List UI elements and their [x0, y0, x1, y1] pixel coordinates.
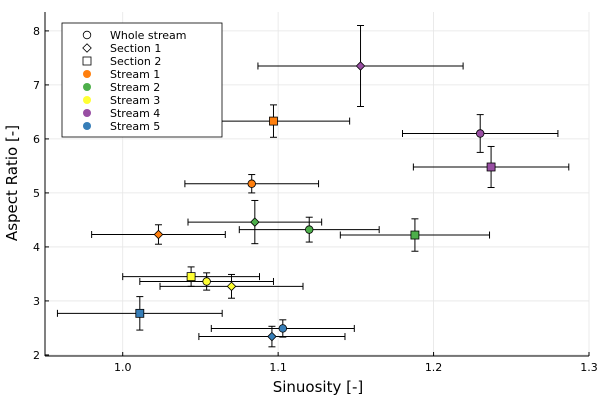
data-point-square	[486, 162, 496, 172]
data-point-square	[410, 230, 420, 240]
series-stream-4	[257, 25, 570, 189]
y-tick-label: 2	[33, 349, 40, 362]
y-axis-title: Aspect Ratio [-]	[3, 125, 21, 241]
data-point-diamond	[226, 281, 237, 292]
legend-marker-color	[83, 122, 91, 130]
legend-marker-color	[83, 70, 91, 78]
data-point-circle	[247, 179, 256, 188]
legend-label: Stream 3	[110, 94, 160, 107]
y-tick-label: 5	[33, 187, 40, 200]
legend-marker-circle	[82, 30, 92, 40]
legend-label: Stream 2	[110, 81, 160, 94]
x-tick-label: 1.2	[425, 361, 443, 374]
y-tick-label: 8	[33, 25, 40, 38]
data-point-diamond	[355, 61, 366, 71]
legend-label: Section 2	[110, 55, 161, 68]
data-point-circle	[202, 277, 211, 286]
data-point-diamond	[267, 331, 277, 342]
data-point-circle	[476, 129, 485, 138]
data-point-square	[135, 308, 145, 318]
legend-label: Whole stream	[110, 29, 186, 42]
x-axis-title: Sinuosity [-]	[273, 378, 364, 396]
legend-label: Stream 1	[110, 68, 160, 81]
legend-marker-color	[83, 83, 91, 91]
legend-marker-color	[83, 109, 91, 117]
data-point-diamond	[250, 217, 260, 227]
legend-marker-square	[82, 56, 92, 66]
data-series	[56, 25, 570, 348]
series-stream-2	[187, 199, 491, 252]
y-tick-label: 6	[33, 133, 40, 146]
axes: 1.0 1.1 1.2 1.3 2 3 4 5 6 7 8	[33, 12, 598, 374]
data-point-circle	[305, 225, 314, 234]
series-stream-1	[91, 104, 351, 245]
data-point-square	[269, 116, 278, 126]
x-tick-label: 1.0	[114, 361, 132, 374]
legend-marker-color	[83, 96, 91, 104]
data-point-square	[186, 272, 196, 282]
series-stream-3	[122, 266, 304, 299]
legend-box	[61, 22, 223, 138]
data-point-diamond	[153, 229, 164, 240]
legend-label: Section 1	[110, 42, 161, 55]
legend-label: Stream 5	[110, 120, 160, 133]
x-tick-label: 1.3	[580, 361, 598, 374]
y-tick-label: 4	[33, 241, 40, 254]
legend-marker-diamond	[82, 43, 92, 53]
y-tick-label: 7	[33, 79, 40, 92]
x-tick-label: 1.1	[269, 361, 287, 374]
series-stream-5	[56, 296, 355, 348]
y-tick-label: 3	[33, 295, 40, 308]
data-point-circle	[278, 324, 288, 333]
legend-label: Stream 4	[110, 107, 160, 120]
